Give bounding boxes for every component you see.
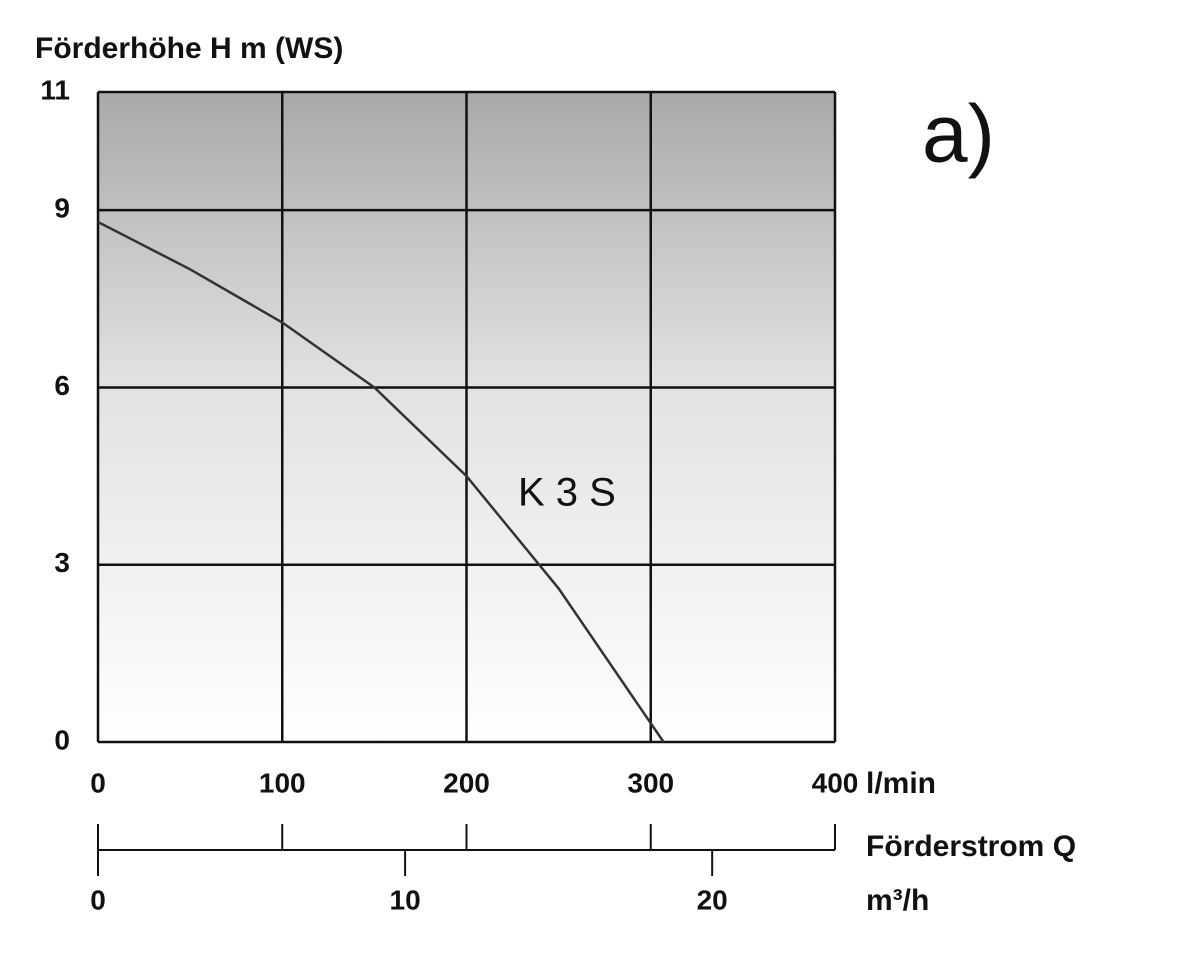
annotation: a) bbox=[922, 89, 995, 180]
x-tick-label: 300 bbox=[627, 767, 674, 798]
series-label: K 3 S bbox=[518, 471, 616, 515]
x-axis-label: l/min bbox=[866, 767, 936, 800]
x2-axis-title: Förderstrom Q bbox=[866, 830, 1076, 863]
y-tick-label: 0 bbox=[54, 724, 70, 755]
x-tick-label: 400 bbox=[812, 767, 859, 798]
y-tick-label: 3 bbox=[54, 547, 70, 578]
y-axis-label: Förderhöhe H m (WS) bbox=[35, 32, 343, 65]
x-tick-label: 100 bbox=[259, 767, 306, 798]
y-tick-label: 11 bbox=[40, 74, 70, 105]
y-tick-label: 6 bbox=[54, 370, 70, 401]
y-tick-label: 9 bbox=[54, 193, 70, 224]
curve bbox=[97, 220, 665, 743]
x-tick-label: 0 bbox=[90, 767, 106, 798]
x-tick-label: 200 bbox=[443, 767, 490, 798]
x2-axis-label: m³/h bbox=[866, 884, 929, 917]
x2-tick-label: 10 bbox=[390, 884, 421, 915]
x2-tick-label: 0 bbox=[90, 884, 106, 915]
x2-tick-label: 20 bbox=[697, 884, 728, 915]
